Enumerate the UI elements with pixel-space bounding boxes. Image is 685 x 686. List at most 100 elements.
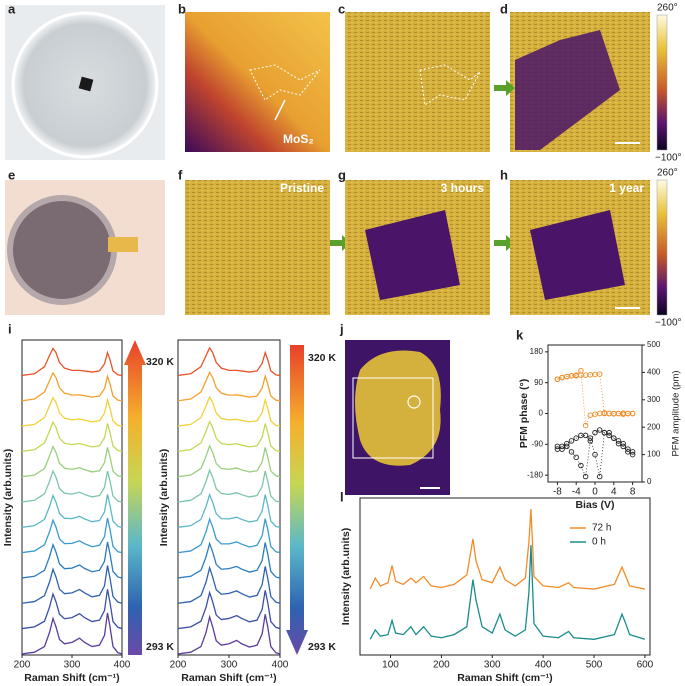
legend-label: 72 h [592,523,611,534]
y-tick-label: -180 [527,470,544,479]
arrow [494,80,515,96]
data-point [601,429,608,436]
domain [530,210,625,300]
sample [78,76,94,92]
spectrum [21,347,123,377]
data-point [629,451,636,458]
data-point [587,435,594,441]
panel-label: h [500,167,508,182]
spectrum [21,565,123,604]
x-tick-label: 500 [586,660,603,671]
image-label: 3 hours [441,181,485,195]
panel-label: d [500,1,508,16]
outline [249,64,321,101]
colorbar-label: 320 K [308,352,336,364]
data-point [582,422,589,429]
data-point [606,432,612,439]
data-point [582,473,589,480]
data-point [554,446,561,452]
data-point [564,440,570,447]
image-label: Pristine [280,181,324,195]
spectrum [177,419,281,453]
colorbar-label: −100° [655,318,682,329]
x-tick-label: 0 [592,487,598,498]
panel-label: c [338,1,345,16]
spectrum [21,541,123,579]
panel-label: i [8,321,12,336]
spectrum [21,420,123,453]
data-point [625,446,631,452]
data-point [573,454,579,461]
data-point [578,462,584,469]
data-point [582,432,589,439]
y-tick-label: 90 [534,378,543,387]
flake [7,195,117,305]
spectrum [369,545,646,640]
spectrum [21,589,123,630]
data-point [592,429,598,436]
data-point [554,376,561,383]
colorbar-label: −100° [655,153,682,164]
spectrum [177,395,281,427]
image-label: 1 year [609,181,644,195]
loop-line [557,429,633,479]
y-axis-label: Intensity (arb.units) [158,449,170,546]
colorbar-label: 260° [657,168,678,179]
y-tick-label: 180 [530,347,544,356]
loop-line [557,369,633,428]
y-axis-label: PFM phase (°) [518,379,530,449]
panel-label: a [8,1,16,16]
panel-label: e [8,167,15,182]
spectrum [177,492,281,528]
colorbar [656,14,668,151]
spectrum [21,612,123,655]
colorbar [656,179,668,316]
flake [355,350,441,466]
data-point [620,443,626,450]
spectrum [21,517,123,554]
y2-tick-label: 0 [647,477,652,486]
y-tick-label: -90 [531,439,543,448]
x-axis-label: Raman Shift (cm⁻¹) [181,672,276,684]
temperature-bar [286,345,308,655]
x-tick-label: 300 [484,660,501,671]
x-axis-label: Bias (V) [575,499,614,511]
colorbar-label: 293 K [146,641,174,653]
x-tick-label: 600 [637,660,654,671]
probe-spot [407,395,421,409]
data-point [578,367,584,374]
arrow [494,235,515,251]
x-tick-label: 200 [433,660,450,671]
colorbar-label: 320 K [146,356,174,368]
legend-label: 0 h [592,537,606,548]
x-tick-label: 8 [630,487,636,498]
domain [515,30,620,150]
panel-label: g [338,167,346,182]
data-point [596,427,603,433]
spectrum [177,346,281,377]
x-tick-label: 400 [272,660,289,671]
data-point [559,374,565,381]
pfm-image-f [185,180,330,315]
spectrum [177,614,281,655]
colorbar-label: 260° [657,3,678,14]
data-point [587,412,594,418]
data-point [629,449,636,455]
spectrum [177,443,281,478]
spectrum [177,590,281,630]
x-tick-label: 4 [611,487,617,498]
panel-label: f [178,167,183,182]
spectrum [177,370,281,402]
y-axis-label: Intensity (arb.units) [2,449,14,546]
panel-label: j [339,321,344,336]
y2-tick-label: 400 [647,368,661,377]
spectrum [177,541,281,579]
electrode [108,237,138,252]
spectrum [177,565,281,604]
spectrum [369,508,646,590]
y-tick-label: 0 [539,409,544,418]
data-point [559,443,565,450]
data-point [596,371,603,377]
